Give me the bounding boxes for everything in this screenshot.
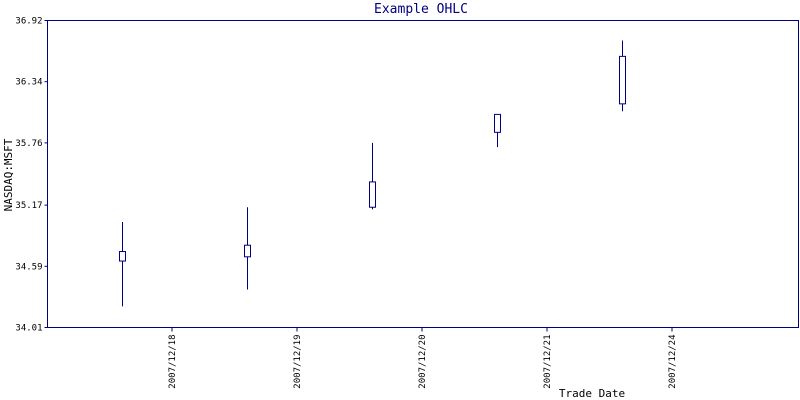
candles bbox=[119, 40, 626, 307]
x-tick-label: 2007/12/20 bbox=[418, 335, 428, 389]
ohlc-candle bbox=[369, 142, 376, 210]
ohlc-candle bbox=[619, 40, 626, 112]
y-tick-label: 36.92 bbox=[15, 17, 42, 27]
y-tick-label: 34.59 bbox=[15, 262, 42, 272]
y-axis: 34.01 34.59 35.17 35.76 36.34 36.92 bbox=[15, 17, 48, 334]
ohlc-candle bbox=[244, 207, 251, 290]
ohlc-candle bbox=[494, 113, 501, 148]
x-tick-label: 2007/12/24 bbox=[668, 335, 678, 389]
y-tick-label: 35.76 bbox=[15, 139, 42, 149]
y-tick-label: 36.34 bbox=[15, 78, 42, 88]
ohlc-candle bbox=[119, 222, 126, 307]
x-axis-label: Trade Date bbox=[559, 387, 625, 400]
x-tick-label: 2007/12/21 bbox=[543, 335, 553, 389]
candle-body bbox=[619, 55, 626, 105]
y-tick-label: 35.17 bbox=[15, 201, 42, 211]
y-tick-label: 34.01 bbox=[15, 324, 42, 334]
candle-body bbox=[494, 113, 501, 133]
candle-body bbox=[369, 181, 376, 208]
x-tick-label: 2007/12/18 bbox=[168, 335, 178, 389]
x-axis: 2007/12/18 2007/12/19 2007/12/20 2007/12/21… bbox=[168, 327, 678, 389]
x-tick-label: 2007/12/19 bbox=[293, 335, 303, 389]
candle-body bbox=[119, 251, 126, 262]
candle-body bbox=[244, 244, 251, 258]
chart-title: Example OHLC bbox=[374, 2, 468, 17]
plot-frame bbox=[47, 20, 799, 328]
y-axis-label: NASDAQ:MSFT bbox=[2, 138, 15, 211]
